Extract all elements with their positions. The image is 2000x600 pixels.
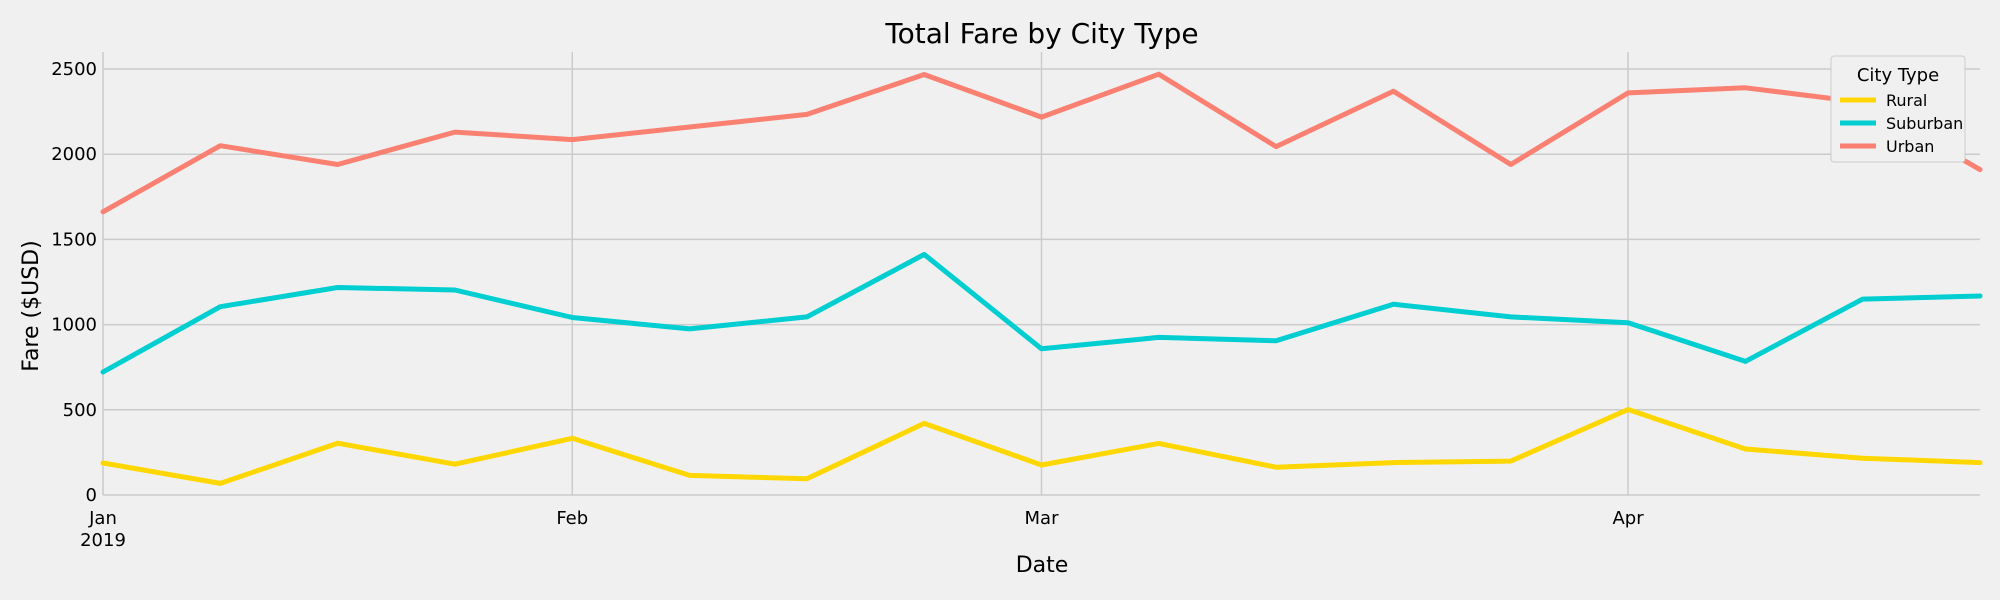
x-tick-label: Apr: [1612, 508, 1644, 529]
y-tick-label: 0: [86, 485, 97, 506]
grid-layer: [102, 52, 1980, 496]
legend-box: [1830, 55, 1966, 163]
series-layer: [100, 71, 1983, 486]
series-line-urban: [100, 71, 1983, 215]
legend-label-suburban: Suburban: [1886, 114, 1963, 133]
y-tick-label: 500: [63, 400, 97, 421]
x-tick-label: Mar: [1025, 508, 1060, 529]
x-tick-sublabel: 2019: [80, 530, 126, 551]
y-axis-label: Fare ($USD): [19, 240, 44, 371]
y-tick-label: 2000: [51, 144, 97, 165]
y-tick-label: 2500: [51, 59, 97, 80]
x-tick-label: Jan: [88, 508, 117, 529]
x-tick-label: Feb: [556, 508, 588, 529]
legend: City Type Rural Suburban Urban: [1830, 55, 1966, 163]
x-axis-label: Date: [1016, 553, 1069, 578]
legend-label-rural: Rural: [1886, 91, 1927, 110]
legend-title: City Type: [1857, 65, 1939, 86]
y-tick-label: 1000: [51, 315, 97, 336]
y-tick-label: 1500: [51, 229, 97, 250]
series-line-rural: [100, 407, 1983, 486]
legend-label-urban: Urban: [1886, 137, 1934, 156]
series-line-suburban: [100, 251, 1983, 375]
chart-title: Total Fare by City Type: [884, 17, 1198, 50]
